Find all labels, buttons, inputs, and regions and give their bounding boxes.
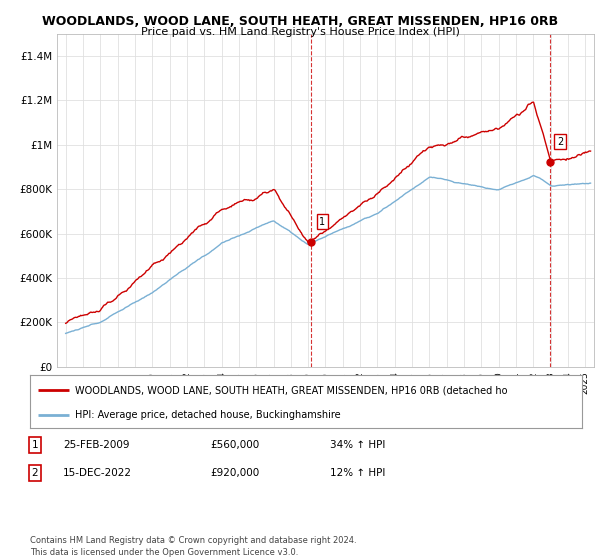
Text: 1: 1 (31, 440, 38, 450)
Text: 34% ↑ HPI: 34% ↑ HPI (330, 440, 385, 450)
Text: WOODLANDS, WOOD LANE, SOUTH HEATH, GREAT MISSENDEN, HP16 0RB: WOODLANDS, WOOD LANE, SOUTH HEATH, GREAT… (42, 15, 558, 27)
Text: £560,000: £560,000 (210, 440, 259, 450)
Text: 25-FEB-2009: 25-FEB-2009 (63, 440, 130, 450)
Text: 12% ↑ HPI: 12% ↑ HPI (330, 468, 385, 478)
Text: £920,000: £920,000 (210, 468, 259, 478)
Text: HPI: Average price, detached house, Buckinghamshire: HPI: Average price, detached house, Buck… (75, 410, 341, 420)
Text: Contains HM Land Registry data © Crown copyright and database right 2024.
This d: Contains HM Land Registry data © Crown c… (30, 536, 356, 557)
Text: 2: 2 (31, 468, 38, 478)
Text: 1: 1 (319, 217, 326, 227)
Text: Price paid vs. HM Land Registry's House Price Index (HPI): Price paid vs. HM Land Registry's House … (140, 27, 460, 37)
Text: WOODLANDS, WOOD LANE, SOUTH HEATH, GREAT MISSENDEN, HP16 0RB (detached ho: WOODLANDS, WOOD LANE, SOUTH HEATH, GREAT… (75, 385, 508, 395)
Text: 15-DEC-2022: 15-DEC-2022 (63, 468, 132, 478)
Text: 2: 2 (557, 137, 563, 147)
